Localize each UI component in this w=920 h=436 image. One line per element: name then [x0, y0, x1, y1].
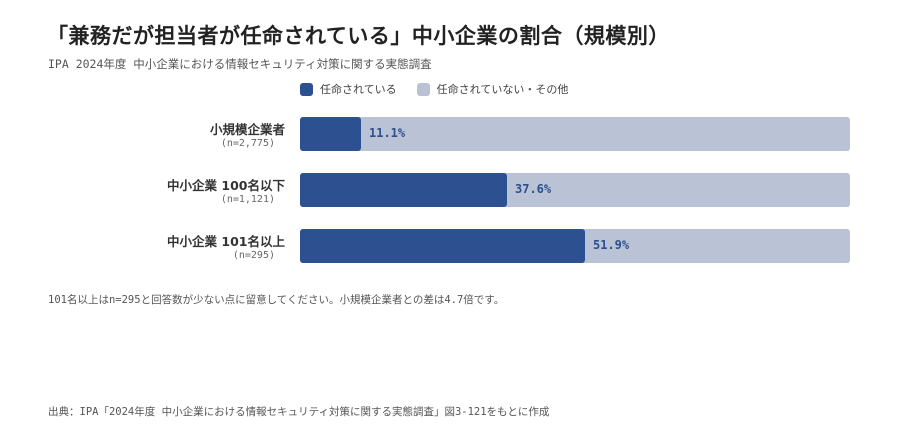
legend-swatch-assigned — [300, 82, 313, 96]
legend-label-not-assigned: 任命されていない・その他 — [436, 83, 569, 96]
bar-row: 中小企業 100名以下 (n=1,121) 37.6% — [0, 173, 920, 209]
legend-label-assigned: 任命されている — [320, 83, 397, 96]
bar-row: 小規模企業者 (n=2,775) 11.1% — [0, 117, 920, 153]
legend-swatch-not-assigned — [416, 82, 430, 96]
category-label: 中小企業 101名以上 — [167, 234, 285, 249]
category-sample-size: (n=295) — [232, 250, 275, 261]
chart-subtitle: IPA 2024年度 中小企業における情報セキュリティ対策に関する実態調査 — [48, 57, 432, 71]
bar-value-label: 51.9% — [593, 238, 630, 252]
bar-value-label: 11.1% — [369, 126, 406, 140]
bar-segment-not-assigned — [300, 117, 850, 151]
bar-segment-assigned — [300, 229, 585, 263]
chart-legend: 任命されている 任命されていない・その他 — [300, 81, 568, 97]
chart-title: 「兼務だが担当者が任命されている」中小企業の割合（規模別） — [47, 24, 670, 48]
bar-value-label: 37.6% — [515, 182, 552, 196]
legend-item-not-assigned: 任命されていない・その他 — [416, 81, 569, 97]
bar-row: 中小企業 101名以上 (n=295) 51.9% — [0, 229, 920, 265]
category-sample-size: (n=1,121) — [220, 194, 275, 205]
chart-note: 101名以上はn=295と回答数が少ない点に留意してください。小規模企業者との差… — [48, 294, 505, 306]
bar-segment-assigned — [300, 117, 361, 151]
category-sample-size: (n=2,775) — [220, 138, 275, 149]
bar-segment-assigned — [300, 173, 507, 207]
category-label: 小規模企業者 — [209, 122, 285, 137]
category-label: 中小企業 100名以下 — [167, 178, 285, 193]
chart-source: 出典：IPA「2024年度 中小企業における情報セキュリティ対策に関する実態調査… — [48, 406, 550, 418]
legend-item-assigned: 任命されている — [300, 81, 397, 97]
